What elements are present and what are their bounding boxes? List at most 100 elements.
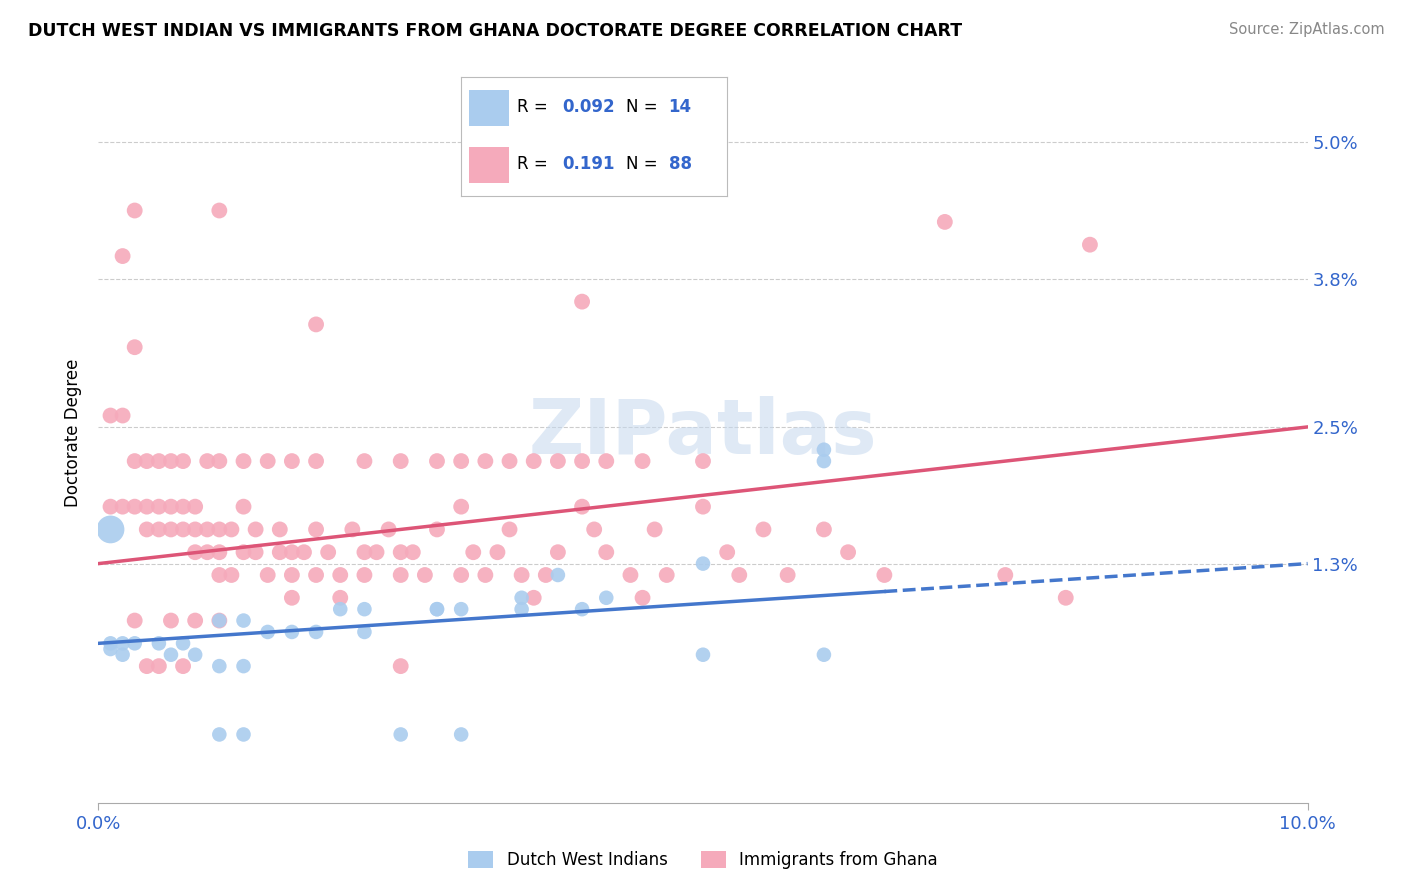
Point	[474, 568, 496, 582]
Point	[111, 636, 134, 650]
Point	[232, 454, 254, 468]
Point	[148, 659, 170, 673]
Point	[100, 523, 122, 537]
Point	[752, 523, 775, 537]
Point	[124, 614, 146, 628]
Point	[111, 249, 134, 263]
Point	[353, 568, 375, 582]
Point	[329, 602, 352, 616]
Point	[148, 636, 170, 650]
Point	[498, 523, 520, 537]
Point	[195, 545, 218, 559]
Point	[450, 454, 472, 468]
Point	[195, 454, 218, 468]
Point	[160, 648, 183, 662]
Point	[389, 454, 412, 468]
Point	[583, 523, 606, 537]
Text: Source: ZipAtlas.com: Source: ZipAtlas.com	[1229, 22, 1385, 37]
Point	[172, 523, 194, 537]
Point	[316, 545, 339, 559]
Point	[135, 523, 157, 537]
Point	[208, 545, 231, 559]
Point	[377, 523, 399, 537]
Legend: Dutch West Indians, Immigrants from Ghana: Dutch West Indians, Immigrants from Ghan…	[461, 845, 945, 876]
Point	[402, 545, 425, 559]
Point	[124, 636, 146, 650]
Text: ZIPatlas: ZIPatlas	[529, 396, 877, 469]
Point	[692, 557, 714, 571]
Point	[474, 454, 496, 468]
Point	[547, 568, 569, 582]
Point	[389, 659, 412, 673]
Point	[305, 568, 328, 582]
Point	[269, 545, 291, 559]
Point	[389, 545, 412, 559]
Point	[208, 727, 231, 741]
Point	[450, 602, 472, 616]
Point	[100, 500, 122, 514]
Point	[510, 591, 533, 605]
Point	[281, 454, 304, 468]
Point	[232, 614, 254, 628]
Point	[426, 454, 449, 468]
Point	[160, 523, 183, 537]
Point	[232, 727, 254, 741]
Point	[510, 568, 533, 582]
Point	[208, 568, 231, 582]
Point	[595, 591, 617, 605]
Point	[184, 500, 207, 514]
Point	[135, 500, 157, 514]
Point	[160, 500, 183, 514]
Point	[124, 340, 146, 354]
Point	[208, 523, 231, 537]
Point	[571, 602, 593, 616]
Point	[184, 614, 207, 628]
Point	[281, 545, 304, 559]
Point	[184, 545, 207, 559]
Point	[571, 500, 593, 514]
Point	[1078, 237, 1101, 252]
Point	[692, 500, 714, 514]
Point	[124, 203, 146, 218]
Point	[135, 454, 157, 468]
Point	[571, 294, 593, 309]
Point	[426, 602, 449, 616]
Point	[329, 568, 352, 582]
Point	[305, 318, 328, 332]
Point	[172, 659, 194, 673]
Y-axis label: Doctorate Degree: Doctorate Degree	[65, 359, 83, 507]
Point	[571, 454, 593, 468]
Point	[510, 602, 533, 616]
Point	[426, 523, 449, 537]
Point	[353, 454, 375, 468]
Point	[329, 591, 352, 605]
Point	[281, 624, 304, 639]
Point	[305, 624, 328, 639]
Point	[523, 591, 546, 605]
Point	[305, 523, 328, 537]
Point	[813, 442, 835, 457]
Point	[148, 500, 170, 514]
Point	[523, 454, 546, 468]
Point	[195, 523, 218, 537]
Point	[208, 614, 231, 628]
Point	[208, 614, 231, 628]
Point	[148, 454, 170, 468]
Point	[716, 545, 738, 559]
Point	[221, 523, 243, 537]
Point	[389, 568, 412, 582]
Point	[342, 523, 364, 537]
Point	[595, 545, 617, 559]
Point	[547, 454, 569, 468]
Point	[353, 545, 375, 559]
Point	[813, 454, 835, 468]
Point	[450, 500, 472, 514]
Point	[172, 500, 194, 514]
Point	[100, 636, 122, 650]
Point	[256, 624, 278, 639]
Point	[486, 545, 509, 559]
Point	[837, 545, 859, 559]
Text: DUTCH WEST INDIAN VS IMMIGRANTS FROM GHANA DOCTORATE DEGREE CORRELATION CHART: DUTCH WEST INDIAN VS IMMIGRANTS FROM GHA…	[28, 22, 962, 40]
Point	[135, 659, 157, 673]
Point	[292, 545, 315, 559]
